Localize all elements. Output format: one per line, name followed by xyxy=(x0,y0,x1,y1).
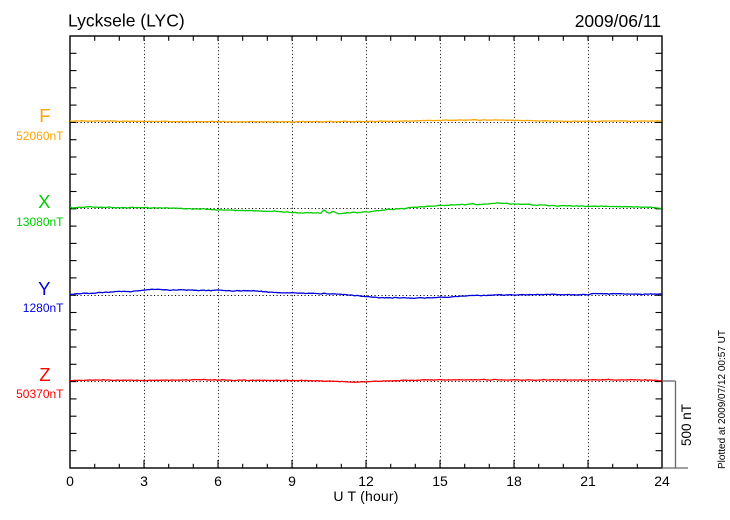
svg-text:Plotted at 2009/07/12 00:57 UT: Plotted at 2009/07/12 00:57 UT xyxy=(717,330,728,469)
svg-text:Z: Z xyxy=(39,364,50,385)
svg-text:U T (hour): U T (hour) xyxy=(333,488,398,504)
svg-text:Y: Y xyxy=(38,278,50,299)
svg-text:13080nT: 13080nT xyxy=(16,215,64,229)
svg-text:1280nT: 1280nT xyxy=(23,301,64,315)
svg-text:12: 12 xyxy=(358,473,374,489)
svg-text:0: 0 xyxy=(66,473,74,489)
svg-text:3: 3 xyxy=(140,473,148,489)
svg-text:500 nT: 500 nT xyxy=(679,404,694,446)
svg-text:18: 18 xyxy=(506,473,522,489)
svg-text:6: 6 xyxy=(214,473,222,489)
svg-text:15: 15 xyxy=(432,473,448,489)
svg-text:Lycksele (LYC): Lycksele (LYC) xyxy=(68,11,185,31)
svg-text:24: 24 xyxy=(654,473,670,489)
svg-text:2009/06/11: 2009/06/11 xyxy=(575,11,661,31)
svg-text:F: F xyxy=(39,105,50,126)
svg-text:50370nT: 50370nT xyxy=(16,387,64,401)
svg-text:52060nT: 52060nT xyxy=(16,129,64,143)
svg-text:9: 9 xyxy=(288,473,296,489)
svg-text:X: X xyxy=(38,191,50,212)
svg-text:21: 21 xyxy=(580,473,596,489)
